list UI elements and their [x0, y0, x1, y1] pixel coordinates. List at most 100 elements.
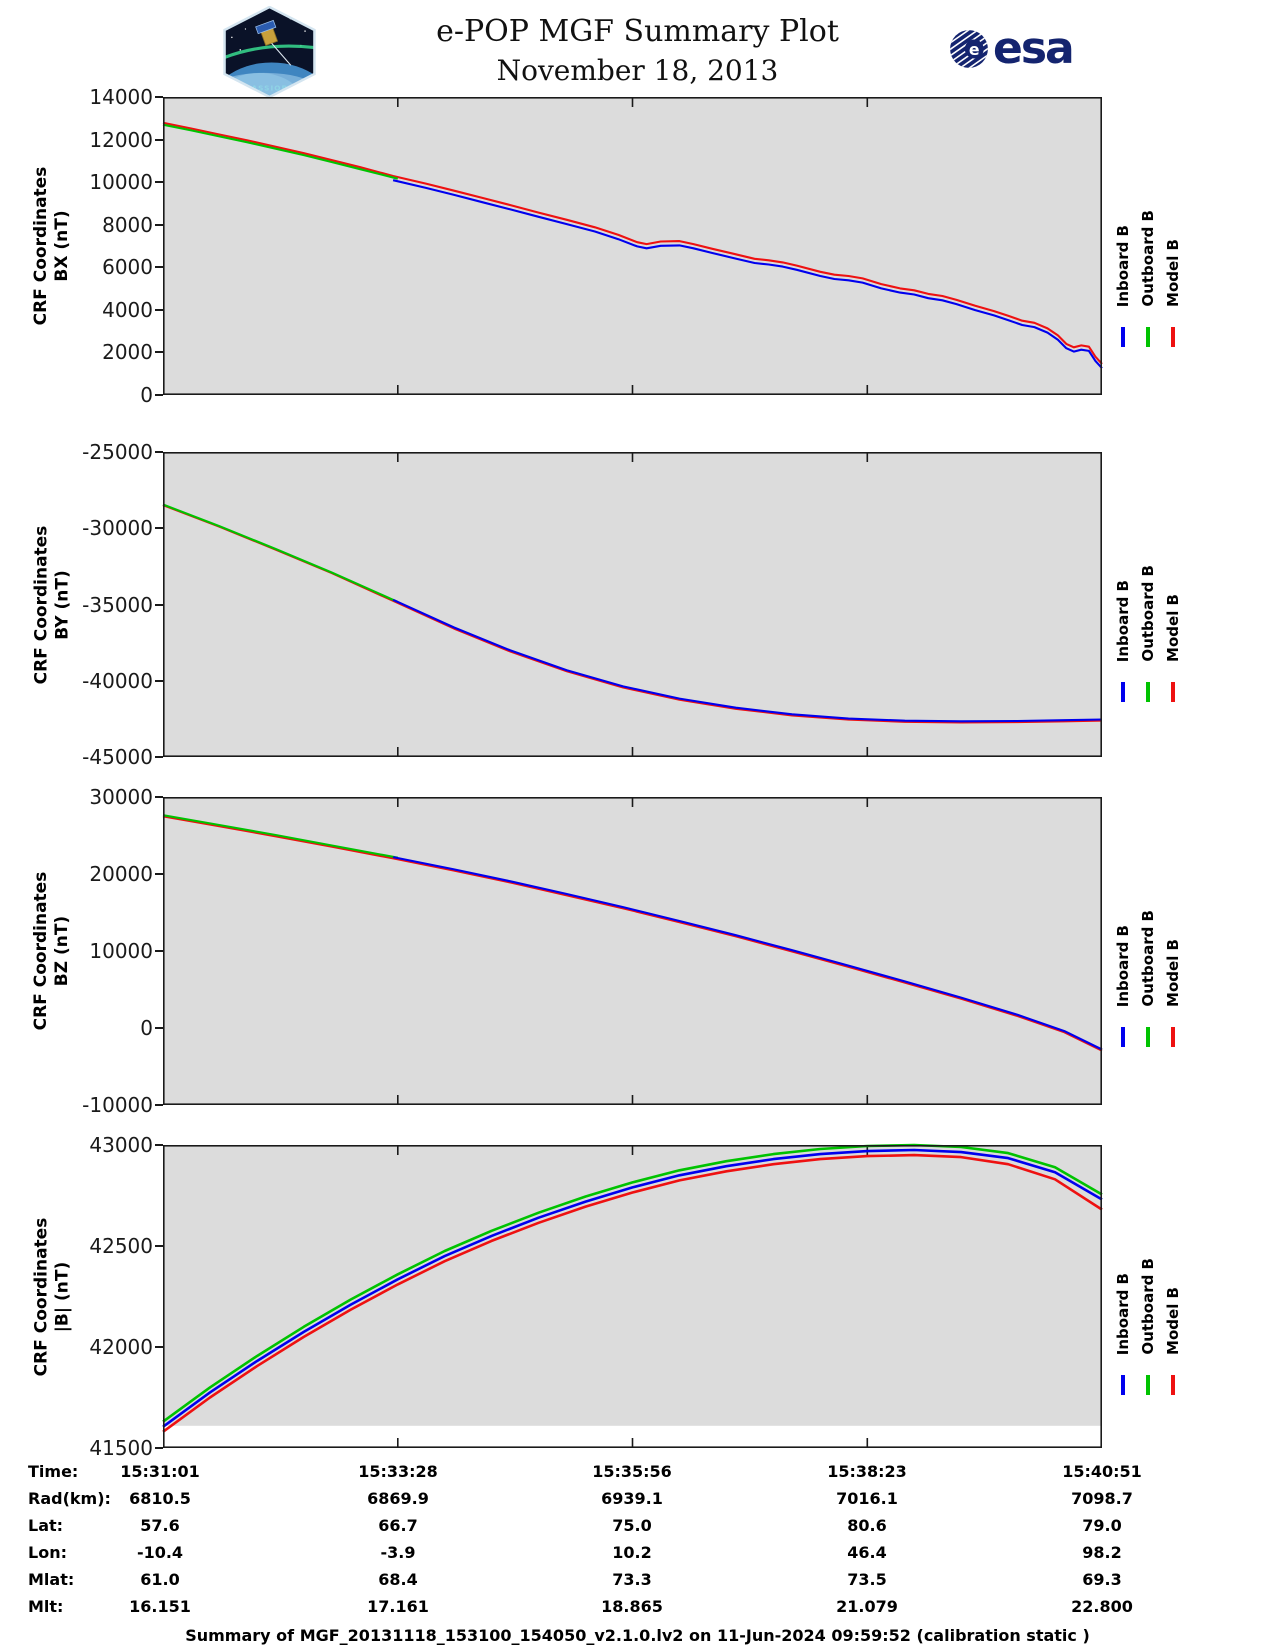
axes-frame: [163, 797, 1103, 1105]
esa-logo: e esa: [948, 23, 1075, 74]
y-axis-tick-label: -40000: [82, 668, 153, 693]
y-axis-label-panel-1: CRF Coordinates BX (nT): [31, 97, 73, 395]
legend-entry: Inboard B: [1114, 182, 1132, 347]
legend-panel-1: Inboard B Outboard B Model B: [1114, 182, 1182, 347]
legend-color-marker: [1146, 1027, 1150, 1047]
y-tick-mark: [155, 1144, 163, 1146]
table-cell: 6939.1: [601, 1489, 663, 1508]
y-tick-mark: [155, 679, 163, 682]
y-tick-mark: [155, 394, 163, 396]
series-line-outboard-b: [162, 814, 398, 859]
y-tick-mark: [155, 266, 163, 269]
legend-entry: Outboard B: [1139, 1230, 1157, 1395]
series-line-outboard-b: [162, 123, 399, 180]
table-row-label: Mlat:: [28, 1570, 75, 1589]
y-axis-tick-label: 8000: [102, 212, 153, 237]
table-cell: -10.4: [136, 1543, 184, 1562]
y-axis-tick-label: 43000: [89, 1133, 153, 1157]
legend-entry-label: Model B: [1164, 239, 1182, 307]
legend-entry-label: Outboard B: [1139, 1258, 1157, 1355]
table-cell: 6810.5: [129, 1489, 191, 1508]
legend-entry: Outboard B: [1139, 537, 1157, 702]
panel-background: [163, 797, 1102, 1105]
y-axis-tick-label: 6000: [102, 255, 153, 280]
y-tick-mark: [155, 1245, 163, 1247]
y-axis-tick-label: -45000: [82, 745, 153, 769]
table-cell: 15:40:51: [1062, 1462, 1142, 1481]
table-cell: 6869.9: [367, 1489, 429, 1508]
table-cell: 66.7: [378, 1516, 418, 1535]
legend-color-marker: [1146, 1375, 1150, 1395]
series-line-inboard-b: [392, 856, 1103, 1051]
y-axis-label-line1: CRF Coordinates: [31, 871, 51, 1031]
axes-frame: [163, 1145, 1103, 1448]
series-line-model-b: [162, 1153, 1103, 1433]
page-subtitle-date: November 18, 2013: [496, 54, 779, 87]
y-tick-mark: [155, 796, 163, 798]
y-axis-tick-label: 42500: [89, 1234, 153, 1258]
table-row: Mlat: 61.0 68.4 73.3 73.5 69.3: [0, 1570, 1275, 1592]
table-row: Lat: 57.6 66.7 75.0 80.6 79.0: [0, 1516, 1275, 1538]
table-cell: -3.9: [380, 1543, 416, 1562]
y-axis-label-line1: CRF Coordinates: [31, 525, 51, 684]
y-axis-tick-label: 20000: [89, 862, 153, 886]
table-row-label: Time:: [28, 1462, 79, 1481]
y-tick-mark: [155, 1447, 163, 1449]
table-row: Mlt: 16.151 17.161 18.865 21.079 22.800: [0, 1597, 1275, 1619]
svg-text:CASSIOPE: CASSIOPE: [245, 84, 294, 93]
y-tick-mark: [155, 756, 163, 758]
y-axis-label-line2: BZ (nT): [52, 915, 72, 987]
table-cell: 18.865: [601, 1597, 663, 1616]
legend-entry-label: Outboard B: [1139, 910, 1157, 1007]
esa-globe-icon: e: [948, 28, 990, 70]
y-axis-tick-label: 10000: [89, 170, 153, 195]
series-line-inboard-b: [162, 1148, 1103, 1428]
y-tick-mark: [155, 1346, 163, 1348]
y-tick-mark: [155, 451, 163, 453]
legend-color-marker: [1171, 1375, 1175, 1395]
series-line-outboard-b: [162, 503, 399, 603]
legend-entry: Inboard B: [1114, 1230, 1132, 1395]
legend-entry-label: Outboard B: [1139, 210, 1157, 307]
table-cell: 17.161: [367, 1597, 429, 1616]
legend-color-marker: [1171, 682, 1175, 702]
legend-entry: Inboard B: [1114, 882, 1132, 1047]
table-cell: 15:35:56: [592, 1462, 672, 1481]
legend-entry-label: Inboard B: [1114, 924, 1132, 1007]
legend-panel-3: Inboard B Outboard B Model B: [1114, 882, 1182, 1047]
legend-entry-label: Inboard B: [1114, 579, 1132, 662]
legend-entry: Inboard B: [1114, 537, 1132, 702]
legend-entry-label: Model B: [1164, 594, 1182, 662]
legend-entry-label: Inboard B: [1114, 224, 1132, 307]
axes-frame: [163, 452, 1103, 757]
table-row-label: Mlt:: [28, 1597, 64, 1616]
y-axis-label-line2: |B| (nT): [52, 1261, 72, 1332]
y-axis-tick-label: 42000: [89, 1335, 153, 1359]
legend-color-marker: [1146, 682, 1150, 702]
table-row-label: Rad(km):: [28, 1489, 111, 1508]
plot-area-panel-2: [162, 452, 1103, 757]
table-cell: 80.6: [847, 1516, 887, 1535]
esa-logo-text: esa: [993, 23, 1075, 74]
table-cell: 10.2: [612, 1543, 652, 1562]
table-cell: 22.800: [1071, 1597, 1133, 1616]
legend-color-marker: [1121, 1027, 1125, 1047]
y-tick-mark: [155, 96, 163, 98]
series-line-model-b: [162, 815, 1103, 1052]
y-axis-tick-label: 41500: [89, 1436, 153, 1460]
y-tick-mark: [155, 181, 163, 184]
table-row-label: Lon:: [28, 1543, 67, 1562]
legend-entry-label: Model B: [1164, 939, 1182, 1007]
y-axis-tick-label: 4000: [102, 297, 153, 322]
y-tick-mark: [155, 527, 163, 530]
y-axis-tick-label: 0: [140, 383, 153, 407]
legend-entry-label: Inboard B: [1114, 1272, 1132, 1355]
table-cell: 7016.1: [836, 1489, 898, 1508]
cassiope-mission-patch-logo: CASSIOPE: [223, 6, 316, 98]
series-line-inboard-b: [392, 598, 1103, 723]
y-axis-label-panel-3: CRF Coordinates BZ (nT): [31, 797, 73, 1105]
svg-text:e: e: [969, 40, 980, 59]
axes-frame: [163, 97, 1103, 395]
y-tick-mark: [155, 873, 163, 875]
